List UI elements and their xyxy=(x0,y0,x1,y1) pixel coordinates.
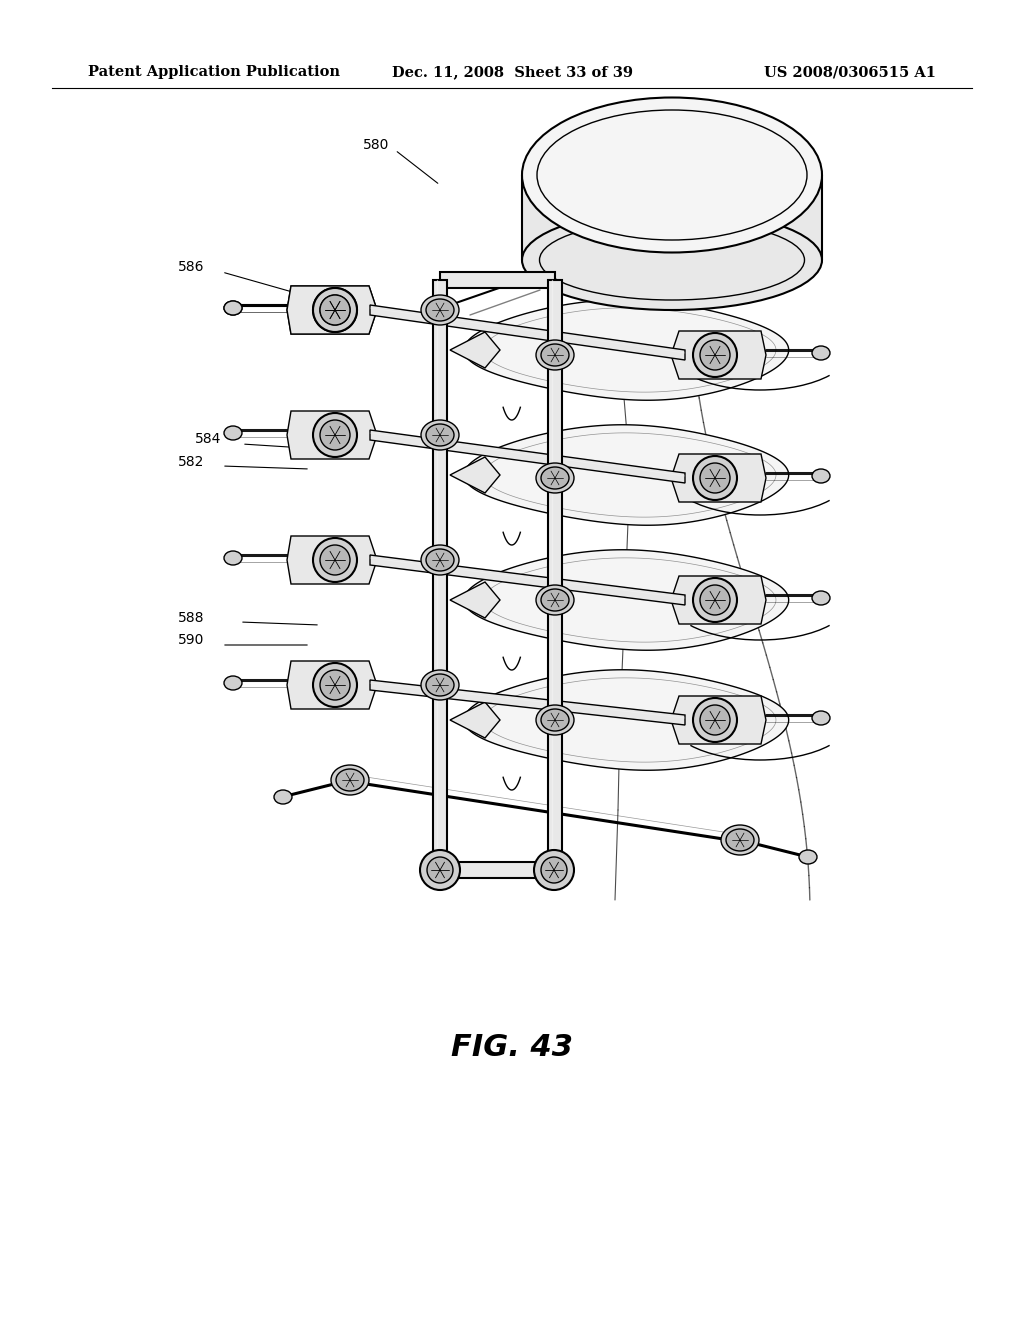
Ellipse shape xyxy=(536,341,574,370)
Circle shape xyxy=(700,463,730,492)
Text: 582: 582 xyxy=(178,455,205,469)
Circle shape xyxy=(693,578,737,622)
Circle shape xyxy=(700,585,730,615)
Ellipse shape xyxy=(331,766,369,795)
Ellipse shape xyxy=(812,469,830,483)
Text: 580: 580 xyxy=(362,139,389,152)
Ellipse shape xyxy=(536,585,574,615)
Ellipse shape xyxy=(812,346,830,360)
Polygon shape xyxy=(370,305,685,360)
Polygon shape xyxy=(464,549,788,651)
Circle shape xyxy=(313,539,357,582)
Circle shape xyxy=(427,857,453,883)
Polygon shape xyxy=(370,554,685,605)
Polygon shape xyxy=(548,280,562,870)
Ellipse shape xyxy=(536,463,574,492)
Polygon shape xyxy=(433,280,447,870)
Circle shape xyxy=(693,455,737,500)
Ellipse shape xyxy=(541,709,569,731)
Text: FIG. 43: FIG. 43 xyxy=(451,1034,573,1063)
Ellipse shape xyxy=(426,675,454,696)
Polygon shape xyxy=(370,680,685,725)
Ellipse shape xyxy=(426,300,454,321)
Polygon shape xyxy=(464,300,788,400)
Ellipse shape xyxy=(224,550,242,565)
Ellipse shape xyxy=(812,711,830,725)
Polygon shape xyxy=(671,696,766,744)
Circle shape xyxy=(313,288,357,333)
Polygon shape xyxy=(671,576,766,624)
Circle shape xyxy=(319,420,350,450)
Ellipse shape xyxy=(421,671,459,700)
Polygon shape xyxy=(440,862,555,878)
Circle shape xyxy=(693,333,737,378)
Ellipse shape xyxy=(224,301,242,315)
Text: 590: 590 xyxy=(178,634,205,647)
Polygon shape xyxy=(522,176,822,260)
Ellipse shape xyxy=(426,424,454,446)
Circle shape xyxy=(319,671,350,700)
Polygon shape xyxy=(450,333,500,368)
Ellipse shape xyxy=(522,210,822,310)
Text: 584: 584 xyxy=(195,432,221,446)
Circle shape xyxy=(313,663,357,708)
Ellipse shape xyxy=(812,591,830,605)
Circle shape xyxy=(313,413,357,457)
Ellipse shape xyxy=(522,98,822,252)
Ellipse shape xyxy=(536,705,574,735)
Ellipse shape xyxy=(541,589,569,611)
Polygon shape xyxy=(287,661,377,709)
Text: Patent Application Publication: Patent Application Publication xyxy=(88,65,340,79)
Circle shape xyxy=(700,341,730,370)
Ellipse shape xyxy=(274,789,292,804)
Polygon shape xyxy=(370,430,685,483)
Text: 586: 586 xyxy=(178,260,205,275)
Polygon shape xyxy=(671,331,766,379)
Polygon shape xyxy=(464,425,788,525)
Circle shape xyxy=(313,288,357,333)
Circle shape xyxy=(541,857,567,883)
Polygon shape xyxy=(440,272,555,288)
Circle shape xyxy=(319,545,350,576)
Polygon shape xyxy=(450,457,500,492)
Ellipse shape xyxy=(726,829,754,851)
Ellipse shape xyxy=(336,770,364,791)
Ellipse shape xyxy=(421,420,459,450)
Ellipse shape xyxy=(224,426,242,440)
Ellipse shape xyxy=(541,467,569,488)
Circle shape xyxy=(693,698,737,742)
Ellipse shape xyxy=(721,825,759,855)
Circle shape xyxy=(420,850,460,890)
Ellipse shape xyxy=(224,676,242,690)
Polygon shape xyxy=(450,702,500,738)
Polygon shape xyxy=(287,411,377,459)
Circle shape xyxy=(534,850,574,890)
Polygon shape xyxy=(464,669,788,771)
Text: Dec. 11, 2008  Sheet 33 of 39: Dec. 11, 2008 Sheet 33 of 39 xyxy=(391,65,633,79)
Polygon shape xyxy=(450,582,500,618)
Circle shape xyxy=(319,294,350,325)
Polygon shape xyxy=(287,286,377,334)
Polygon shape xyxy=(287,286,377,334)
Text: 588: 588 xyxy=(178,611,205,624)
Ellipse shape xyxy=(421,545,459,576)
Polygon shape xyxy=(287,536,377,583)
Circle shape xyxy=(319,294,350,325)
Circle shape xyxy=(700,705,730,735)
Ellipse shape xyxy=(421,294,459,325)
Text: US 2008/0306515 A1: US 2008/0306515 A1 xyxy=(764,65,936,79)
Ellipse shape xyxy=(426,549,454,572)
Polygon shape xyxy=(671,454,766,502)
Ellipse shape xyxy=(541,345,569,366)
Ellipse shape xyxy=(799,850,817,865)
Ellipse shape xyxy=(224,301,242,315)
